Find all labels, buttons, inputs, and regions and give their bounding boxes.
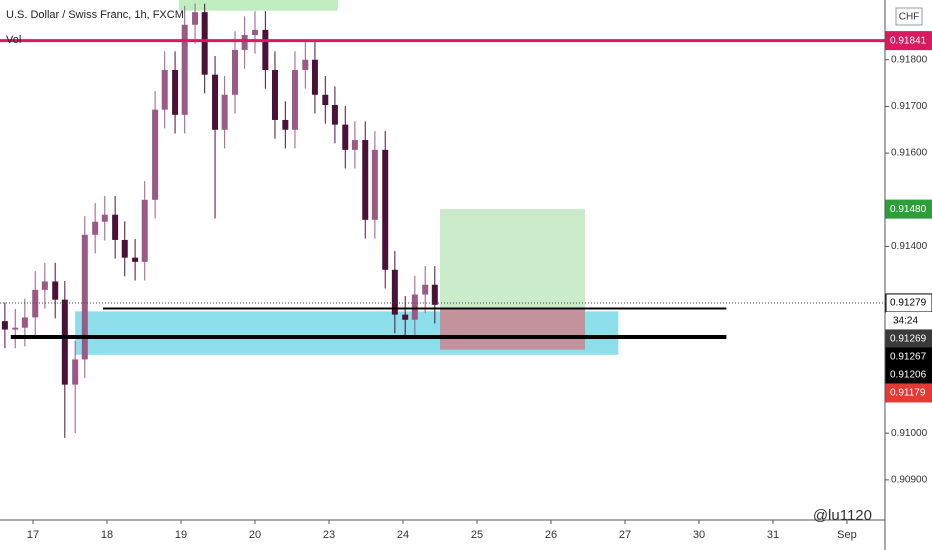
price-label-box xyxy=(885,383,932,403)
x-tick-label: 24 xyxy=(397,529,409,541)
candle-body xyxy=(141,199,148,262)
candle-body xyxy=(52,281,59,300)
price-label: 0.91269 xyxy=(890,334,927,345)
candle-body xyxy=(12,327,19,330)
y-tick-label: 0.91700 xyxy=(891,101,928,112)
candle-body xyxy=(411,294,418,320)
candle-body xyxy=(212,74,219,130)
candle-body xyxy=(1,321,8,330)
candle-body xyxy=(262,29,269,71)
candle-body xyxy=(362,140,369,220)
candle-body xyxy=(172,70,179,115)
price-label: 0.91206 xyxy=(890,370,927,381)
candle-body xyxy=(81,234,88,360)
candle-body xyxy=(331,105,338,125)
candle-body xyxy=(21,317,28,328)
candle-body xyxy=(342,124,349,150)
candle-body xyxy=(192,12,199,25)
candle-body xyxy=(92,221,99,235)
price-label-box xyxy=(885,199,932,219)
y-tick-label: 0.91800 xyxy=(891,54,928,65)
plot xyxy=(0,3,885,438)
x-tick-label: 19 xyxy=(175,529,187,541)
price-label-box xyxy=(885,31,932,51)
candle-body xyxy=(251,29,258,36)
countdown-box xyxy=(886,311,932,330)
price-label: 0.91179 xyxy=(890,388,926,399)
price-label: 0.91480 xyxy=(890,204,927,215)
x-tick-label: 27 xyxy=(619,529,631,541)
candle-body xyxy=(152,109,159,200)
candle-body xyxy=(32,289,39,318)
y-tick-label: 0.91000 xyxy=(891,428,928,439)
price-label: 0.91267 xyxy=(890,352,927,363)
y-tick-label: 0.91400 xyxy=(891,241,928,252)
candle-body xyxy=(121,239,128,258)
candle-body xyxy=(322,94,329,106)
x-tick-label: Sep xyxy=(837,529,857,541)
candle-body xyxy=(161,70,168,110)
price-label: 0.91841 xyxy=(890,35,927,46)
candle-body xyxy=(282,119,289,130)
zone xyxy=(178,0,338,11)
countdown: 34:24 xyxy=(893,316,918,327)
candle-body xyxy=(302,59,309,71)
candle-body xyxy=(61,299,68,385)
candle-body xyxy=(132,257,139,262)
x-tick-label: 31 xyxy=(767,529,779,541)
x-tick-label: 30 xyxy=(693,529,705,541)
currency-box[interactable] xyxy=(895,7,923,26)
chart-title: U.S. Dollar / Swiss Franc, 1h, FXCM xyxy=(6,9,184,21)
candle-body xyxy=(241,35,248,50)
candle-body xyxy=(201,12,208,75)
candle-body xyxy=(72,359,79,385)
candle-body xyxy=(221,94,228,130)
candle-body xyxy=(232,49,239,95)
zone xyxy=(439,209,586,309)
candle-body xyxy=(101,214,108,222)
x-tick-label: 26 xyxy=(545,529,557,541)
x-tick-label: 17 xyxy=(27,529,39,541)
candle-body xyxy=(291,70,298,130)
candle-body xyxy=(181,24,188,115)
candle-body xyxy=(112,214,119,240)
indicator-label: Vol xyxy=(6,34,21,46)
candle-body xyxy=(41,281,48,290)
candle-body xyxy=(391,269,398,315)
y-tick-label: 0.91600 xyxy=(891,148,928,159)
candle-body xyxy=(402,314,409,320)
candle-body xyxy=(431,284,438,305)
candle-body xyxy=(271,70,278,120)
x-tick-label: 23 xyxy=(323,529,335,541)
candle-body xyxy=(311,59,318,95)
zone xyxy=(439,308,586,350)
x-tick-label: 18 xyxy=(101,529,113,541)
y-tick-label: 0.90900 xyxy=(891,474,928,485)
candle-body xyxy=(351,140,358,150)
axes: 0.91800 0.91700 0.91600 0.91400 0.91000 0.909… xyxy=(27,31,932,541)
x-tick-label: 20 xyxy=(249,529,261,541)
watermark: @lu1120 xyxy=(813,507,872,524)
candle-body xyxy=(382,149,389,270)
price-label: 0.91279 xyxy=(890,298,927,309)
currency-label[interactable]: CHF xyxy=(899,12,920,23)
zones xyxy=(75,0,619,355)
x-tick-label: 25 xyxy=(471,529,483,541)
candle-body xyxy=(371,149,378,220)
candle-body xyxy=(422,284,429,295)
